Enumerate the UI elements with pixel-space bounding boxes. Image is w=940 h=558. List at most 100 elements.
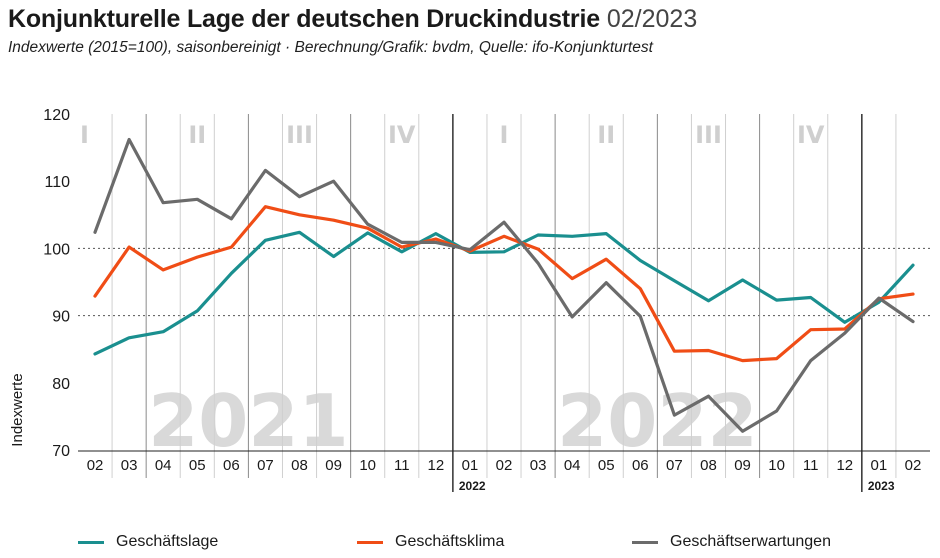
data-point-1-24 — [911, 292, 915, 296]
x-tick-label-9: 11 — [394, 457, 410, 474]
quarter-label-5: II — [597, 121, 615, 149]
data-point-1-7 — [332, 218, 335, 222]
data-point-2-11 — [468, 248, 472, 252]
data-point-1-10 — [434, 237, 438, 241]
x-tick-label-1: 03 — [121, 457, 138, 474]
legend-label: Geschäftslage — [116, 533, 219, 550]
data-point-1-15 — [604, 257, 608, 261]
data-point-1-20 — [775, 357, 778, 360]
data-point-1-5 — [264, 205, 267, 209]
data-point-0-15 — [604, 232, 608, 235]
x-tick-label-10: 12 — [427, 457, 444, 474]
data-point-1-12 — [502, 235, 506, 238]
x-tick-label-16: 06 — [632, 457, 649, 474]
data-point-2-3 — [195, 198, 199, 201]
chart-title-date: 02/2023 — [606, 5, 698, 33]
data-point-2-2 — [161, 201, 165, 205]
data-point-1-17 — [673, 349, 676, 353]
data-point-1-18 — [707, 349, 710, 352]
data-point-1-0 — [93, 294, 97, 298]
data-point-0-18 — [707, 299, 710, 303]
x-tick-label-19: 09 — [734, 457, 751, 474]
x-tick-label-12: 02 — [496, 457, 513, 474]
data-point-0-5 — [264, 239, 267, 242]
chart-title: Konjunkturelle Lage der deutschen Drucki… — [8, 4, 697, 34]
x-tick-label-8: 10 — [359, 457, 376, 474]
y-tick-label-90: 90 — [52, 309, 70, 326]
data-point-0-9 — [400, 250, 404, 254]
data-point-2-4 — [230, 217, 233, 221]
year-marker-2022: 2022 — [459, 479, 486, 493]
y-tick-label-120: 120 — [43, 107, 70, 124]
x-tick-label-23: 01 — [871, 457, 888, 474]
data-point-2-7 — [332, 179, 335, 183]
data-point-0-21 — [809, 296, 813, 299]
data-point-0-2 — [161, 330, 165, 334]
quarter-label-6: III — [695, 121, 722, 149]
data-point-1-19 — [741, 359, 744, 362]
x-tick-label-11: 01 — [462, 457, 479, 474]
data-point-2-17 — [673, 413, 676, 417]
data-point-2-23 — [877, 296, 881, 300]
data-point-2-1 — [127, 138, 131, 141]
data-point-0-17 — [673, 279, 676, 282]
quarter-label-4: I — [500, 121, 509, 149]
data-point-1-14 — [570, 277, 574, 280]
y-tick-label-100: 100 — [43, 241, 70, 258]
legend-swatch — [357, 540, 383, 544]
x-tick-label-3: 05 — [189, 457, 206, 474]
data-point-1-22 — [843, 327, 847, 331]
x-tick-label-4: 06 — [223, 457, 240, 474]
data-point-1-1 — [127, 245, 131, 249]
data-point-0-4 — [230, 271, 233, 275]
data-point-2-18 — [707, 394, 710, 398]
quarter-label-0: I — [80, 121, 89, 149]
legend-label: Geschäftserwartungen — [670, 533, 831, 550]
chart-legend: Geschäftslage Geschäftsklima Geschäftserwa… — [0, 533, 940, 555]
quarter-label-7: IV — [797, 121, 825, 149]
quarter-label-1: II — [188, 121, 206, 149]
y-tick-label-80: 80 — [52, 376, 70, 393]
data-point-0-14 — [570, 235, 574, 238]
data-point-2-16 — [639, 314, 642, 318]
data-point-2-15 — [604, 281, 608, 284]
data-point-0-1 — [127, 336, 131, 340]
legend-swatch — [78, 540, 104, 544]
data-point-0-19 — [741, 278, 744, 282]
data-point-1-8 — [366, 226, 369, 230]
y-tick-label-70: 70 — [52, 443, 70, 460]
data-point-1-6 — [298, 213, 301, 217]
data-point-2-22 — [843, 331, 847, 335]
data-point-0-0 — [93, 352, 97, 356]
data-point-2-12 — [502, 220, 506, 224]
data-point-0-22 — [843, 321, 847, 324]
x-tick-label-17: 07 — [666, 457, 683, 474]
data-point-2-5 — [264, 169, 267, 172]
data-point-2-9 — [400, 241, 404, 244]
data-point-2-6 — [298, 195, 301, 198]
x-tick-label-14: 04 — [564, 457, 581, 474]
data-point-1-2 — [161, 268, 165, 272]
x-tick-label-22: 12 — [836, 457, 853, 474]
legend-item-1: Geschäftsklima — [357, 533, 504, 551]
y-axis-label: Indexwerte — [9, 373, 26, 446]
x-tick-label-7: 09 — [325, 457, 342, 474]
data-point-0-3 — [195, 309, 199, 313]
data-point-0-16 — [639, 259, 642, 262]
data-point-0-8 — [366, 231, 369, 235]
data-point-1-16 — [639, 287, 642, 291]
legend-label: Geschäftsklima — [395, 533, 505, 550]
data-point-2-10 — [434, 241, 438, 244]
data-point-0-6 — [298, 230, 301, 234]
data-point-2-0 — [93, 230, 97, 234]
chart-subtitle: Indexwerte (2015=100), saisonbereinigt ·… — [8, 39, 653, 56]
data-point-2-20 — [775, 409, 778, 413]
data-point-1-13 — [536, 247, 540, 251]
data-point-0-20 — [775, 298, 778, 302]
data-point-2-24 — [911, 320, 915, 323]
x-tick-label-21: 11 — [803, 457, 819, 474]
data-point-2-14 — [570, 315, 574, 319]
data-point-0-24 — [911, 263, 915, 267]
chart-title-main: Konjunkturelle Lage der deutschen Drucki… — [8, 5, 600, 33]
